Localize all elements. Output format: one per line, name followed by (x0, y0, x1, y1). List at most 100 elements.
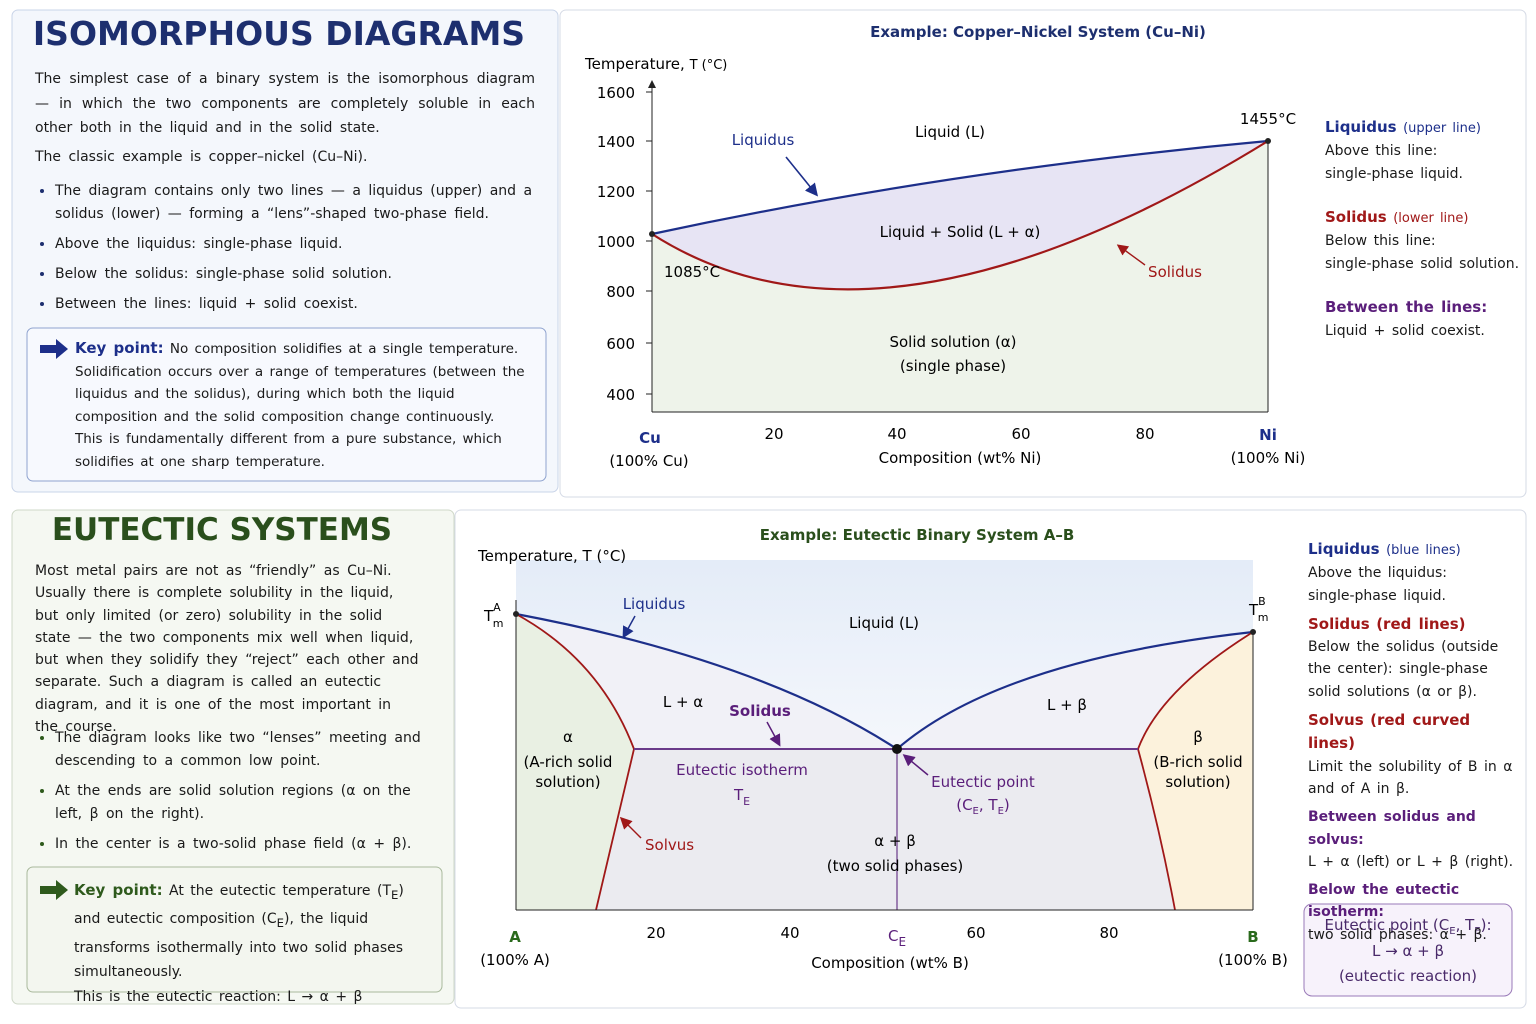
end-symbol: A (509, 928, 521, 946)
two-phase-region (652, 141, 1268, 290)
pointer (1116, 244, 1146, 266)
tm-sup: A (493, 601, 501, 614)
parts: (C (956, 796, 972, 814)
line-label: Solvus (645, 836, 694, 854)
term: Between solidus and solvus: (1308, 809, 1476, 848)
text: single-phase liquid. (1325, 166, 1463, 182)
t: ) and eutectic composition (C (74, 883, 404, 928)
x-tick-label: 40 (887, 425, 906, 443)
isotherm-symbol: TE (733, 786, 750, 808)
diagram-title: Example: Eutectic Binary System A–B (760, 526, 1075, 544)
term: Liquidus (1308, 540, 1380, 558)
text: Limit the solubility of B in α (1308, 758, 1513, 775)
box-note: (eutectic reaction) (1339, 967, 1477, 985)
region-label: (two solid phases) (827, 857, 964, 875)
qualifier: (lower line) (1393, 211, 1469, 226)
ce-main: C (888, 927, 898, 945)
bullets: The diagram looks like two “lenses” meet… (33, 727, 445, 863)
region-label: α + β (874, 832, 916, 850)
liquidus-line (896, 630, 1254, 750)
y-tick-label: 1600 (597, 84, 635, 102)
tm-main: T (483, 607, 494, 625)
x-tick-label: 60 (966, 924, 985, 942)
sub: E (276, 916, 285, 931)
pointer (785, 156, 819, 197)
text: single-phase liquid. (1308, 587, 1446, 604)
end-note: (100% Ni) (1231, 449, 1306, 467)
end-symbol: Cu (639, 429, 661, 447)
parts: Eutectic point (C (1324, 916, 1449, 934)
reaction: This is the eutectic reaction: L → α + β (74, 988, 363, 1005)
melt-label: 1085°C (664, 263, 720, 281)
pointer (622, 615, 636, 639)
div: Liquidus (blue lines) (1308, 538, 1523, 562)
div: Solidus (red lines) (1308, 613, 1523, 636)
bullets: At the ends are solid solution regions (… (55, 780, 445, 826)
region-label: solution) (1165, 773, 1230, 791)
alpha-region (516, 614, 634, 910)
key-point: Key point: At the eutectic temperature (… (74, 878, 434, 1009)
tm-sub: m (1258, 611, 1269, 624)
melt-point (1265, 138, 1271, 144)
end-note: (100% B) (1218, 951, 1288, 969)
g: 20 40 60 80 (764, 425, 1154, 443)
parts: ) (1004, 796, 1010, 814)
solidus-solvus-line (1137, 631, 1254, 911)
region-label: L + β (1047, 696, 1087, 714)
alpha-beta-region (596, 749, 1175, 910)
parts: E (998, 806, 1004, 817)
parts: E (1449, 926, 1455, 937)
region-label: Liquid (L) (915, 123, 985, 141)
te-main: T (733, 786, 744, 804)
solidus-line (651, 140, 1269, 291)
div: Between solidus and solvus: (1308, 806, 1523, 851)
qualifier: (red curved lines) (1308, 711, 1471, 753)
qualifier: (red lines) (1376, 614, 1466, 633)
y-tick-label: 600 (606, 335, 635, 353)
div: Solidus (lower line) (1325, 206, 1520, 230)
liquidus-line (651, 139, 1269, 236)
key-point: Key point: No composition solidifies at … (75, 337, 537, 473)
legend: Liquidus (upper line) Above this line: si… (1325, 116, 1520, 343)
term: Below the eutectic isotherm: (1308, 882, 1460, 921)
end-note: (100% Cu) (609, 452, 688, 470)
eutectic-point (892, 744, 902, 754)
te-sub: E (743, 795, 750, 808)
beta-region (1138, 632, 1253, 910)
eutectic-point-label: Eutectic point (931, 773, 1035, 791)
x-tick-label: 60 (1011, 425, 1030, 443)
parts: , T (979, 796, 999, 814)
end-note: (100% A) (480, 951, 550, 969)
two-phase-region (516, 614, 1253, 749)
tm-label: TA m (483, 601, 503, 630)
text: Above the liquidus: (1308, 565, 1448, 582)
arrow-icon (40, 339, 68, 359)
tm-label: TB m (1248, 595, 1268, 624)
bullets: The diagram looks like two “lenses” meet… (55, 727, 445, 773)
arrow-icon (40, 880, 68, 900)
y-axis-label: Temperature, (584, 55, 685, 73)
box-title: Eutectic point (CE, TE): (1324, 916, 1491, 937)
end-symbol: B (1247, 928, 1258, 946)
term: Liquidus (1325, 118, 1397, 136)
tm-sub: m (493, 617, 504, 630)
line-label: Solidus (1148, 263, 1202, 281)
solidus-solvus-line (515, 613, 635, 911)
melt-label: 1455°C (1240, 110, 1296, 128)
region-label: (single phase) (900, 357, 1006, 375)
region-label: (B-rich solid (1153, 753, 1242, 771)
div: Solvus (red curved lines) (1308, 709, 1523, 756)
y-tick-label: 400 (606, 386, 635, 404)
label: Key point: (75, 339, 164, 357)
eutectic-point-coords: (CE, TE) (956, 796, 1010, 817)
y-axis-label: Temperature, T (°C) (584, 55, 727, 73)
text: No composition solidifies at a single te… (75, 341, 525, 425)
region-label: Solid solution (α) (889, 333, 1016, 351)
text: solid solutions (α or β). (1308, 683, 1477, 700)
y-tick-label: 800 (606, 283, 635, 301)
div: Liquidus (upper line) (1325, 116, 1520, 140)
g: 20 40 60 80 (646, 924, 1118, 942)
text: This is fundamentally different from a p… (75, 431, 502, 470)
g: 1600 1400 1200 1000 800 600 400 (597, 84, 652, 404)
